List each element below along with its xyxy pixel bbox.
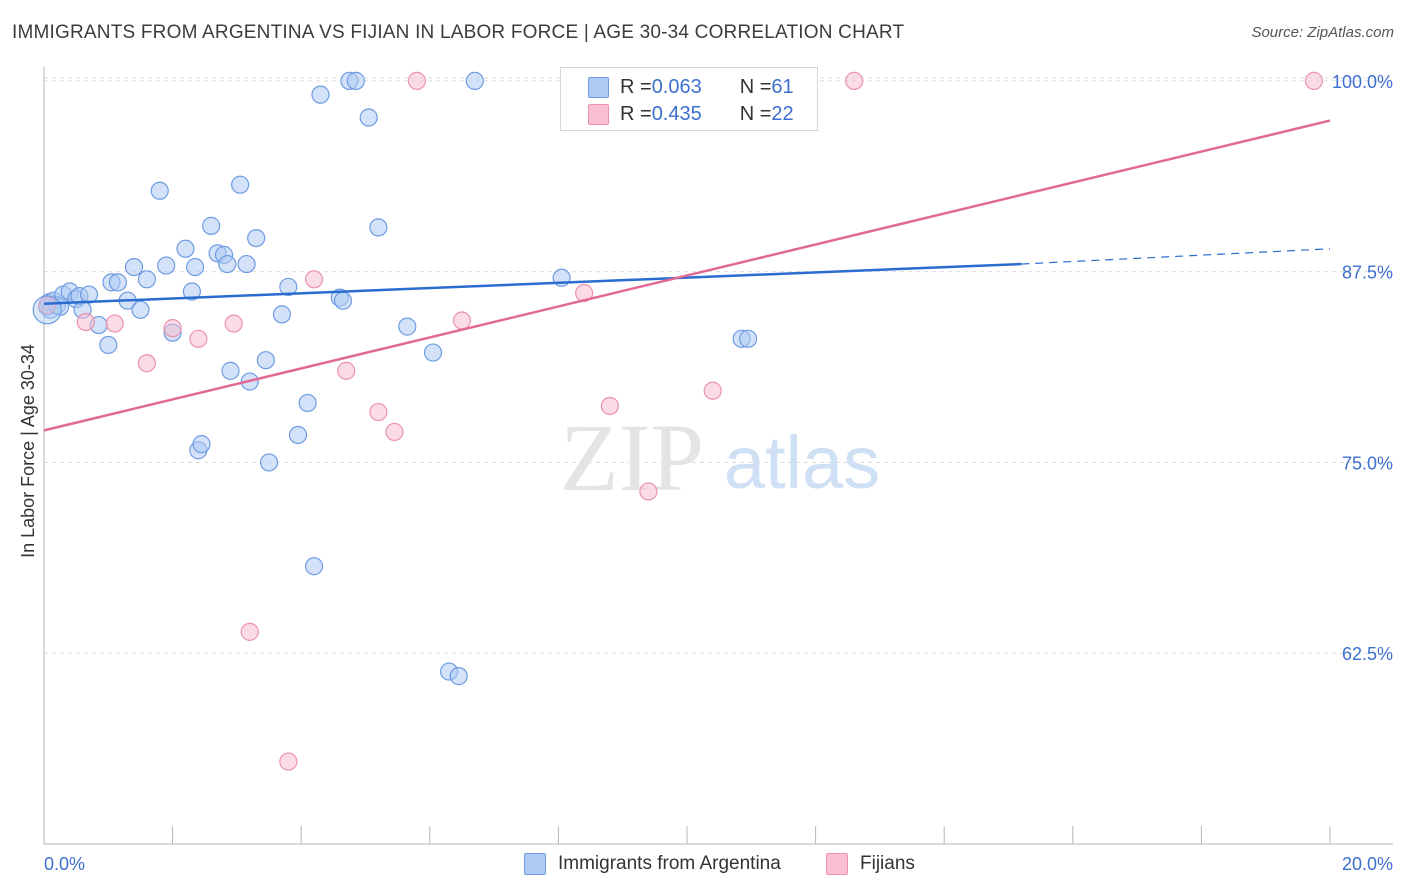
argentina-point	[32, 295, 62, 325]
legend-item-fijians: Fijians	[826, 851, 915, 877]
axis-labels: 100.0% 87.5% 75.0% 62.5% 0.0% 20.0% In Labor F…	[18, 72, 1393, 874]
argentina-point	[738, 329, 758, 348]
fijian-point	[452, 311, 472, 330]
r-label: R =	[620, 75, 652, 98]
argentina-point	[150, 181, 169, 200]
chart-title: IMMIGRANTS FROM ARGENTINA VS FIJIAN IN L…	[12, 22, 905, 43]
r-value: 0.063	[651, 75, 702, 98]
fijian-point	[369, 402, 388, 422]
argentina-point	[202, 216, 221, 235]
legend-label-argentina: Immigrants from Argentina	[558, 853, 781, 874]
fijian-point	[845, 71, 864, 90]
fijian-point	[137, 354, 156, 373]
r-value: 0.435	[651, 102, 702, 125]
n-value: 61	[771, 75, 794, 98]
x-tick-label: 20.0%	[1342, 854, 1393, 874]
argentina-point	[398, 317, 417, 336]
y-tick-label: 87.5%	[1342, 263, 1393, 283]
argentina-point	[131, 300, 150, 319]
fijian-point	[240, 622, 259, 641]
argentina-legend-swatch	[524, 853, 546, 875]
argentina-point	[182, 282, 201, 301]
argentina-point	[256, 351, 275, 370]
argentina-point	[346, 71, 365, 90]
argentina-point	[124, 257, 144, 277]
fijian-point	[304, 270, 324, 289]
y-tick-label: 75.0%	[1342, 453, 1393, 473]
argentina-point	[272, 305, 292, 324]
fijian-trend-line	[43, 119, 1331, 432]
argentina-point	[237, 254, 256, 274]
argentina-point	[279, 277, 298, 297]
fijian-point	[38, 296, 57, 315]
fijian-point	[76, 312, 95, 332]
watermark-zip: ZIP	[560, 404, 704, 511]
grid-lines	[44, 77, 1390, 654]
argentina-point	[176, 239, 195, 258]
argentina-point	[157, 256, 176, 275]
argentina-point	[423, 343, 443, 362]
n-label: N =	[739, 102, 772, 125]
fijian-point	[385, 422, 404, 442]
fijian-point	[163, 319, 182, 338]
legend-row-fijian: R = 0.435 N = 22	[620, 101, 794, 127]
argentina-trend-line	[43, 262, 1022, 305]
argentina-trend-extension	[1021, 248, 1331, 265]
argentina-point	[221, 361, 240, 380]
argentina-point	[259, 453, 279, 472]
argentina-point	[304, 557, 324, 576]
argentina-point	[137, 270, 156, 289]
axes	[43, 67, 1393, 845]
correlation-legend: R = 0.063 N = 61 R = 0.435 N = 22	[560, 67, 818, 131]
argentina-point	[369, 218, 388, 237]
legend-row-argentina: R = 0.063 N = 61	[620, 74, 794, 100]
fijian-point	[189, 329, 208, 348]
watermark-atlas: atlas	[724, 421, 880, 504]
argentina-point	[298, 393, 317, 413]
fijian-point	[600, 396, 619, 416]
argentina-point	[333, 291, 353, 310]
n-label: N =	[739, 75, 772, 98]
r-label: R =	[620, 102, 652, 125]
fijian-point	[1304, 71, 1324, 90]
argentina-swatch	[588, 77, 609, 98]
fijian-point	[279, 752, 298, 771]
fijian-point	[703, 381, 722, 400]
x-tick-label: 0.0%	[44, 854, 85, 874]
argentina-point	[108, 273, 128, 292]
fijian-legend-swatch	[826, 853, 848, 875]
fijian-point	[224, 314, 243, 333]
argentina-point	[288, 425, 308, 445]
argentina-point	[311, 85, 330, 104]
data-points	[32, 71, 1324, 771]
argentina-point	[218, 254, 237, 274]
argentina-point	[231, 175, 250, 194]
fijian-point	[105, 314, 124, 333]
fijian-point	[639, 482, 658, 501]
argentina-point	[186, 257, 205, 277]
zipatlas-watermark: ZIP atlas	[560, 404, 880, 511]
y-axis-title: In Labor Force | Age 30-34	[18, 344, 38, 558]
argentina-point	[359, 108, 378, 127]
n-value: 22	[771, 102, 794, 125]
fijian-point	[407, 71, 427, 90]
argentina-point	[449, 667, 468, 686]
argentina-point	[192, 435, 211, 454]
y-tick-label: 100.0%	[1332, 72, 1393, 92]
trend-lines	[43, 119, 1331, 432]
source-label: Source: ZipAtlas.com	[1251, 24, 1394, 41]
argentina-point	[99, 335, 118, 355]
fijian-point	[337, 361, 356, 380]
legend-item-argentina: Immigrants from Argentina	[524, 851, 781, 877]
argentina-point	[465, 71, 484, 90]
legend-label-fijians: Fijians	[860, 853, 915, 874]
fijian-swatch	[588, 104, 609, 125]
y-tick-label: 62.5%	[1342, 644, 1393, 664]
argentina-point	[247, 228, 266, 248]
